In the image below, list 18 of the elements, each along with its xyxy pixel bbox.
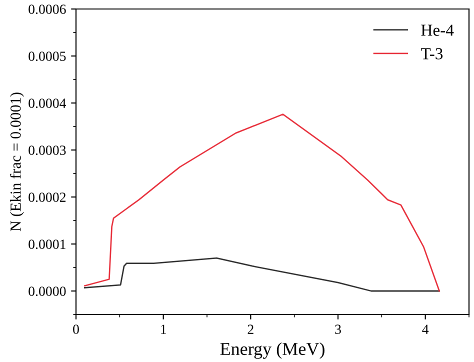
legend-label: T-3 <box>420 48 443 60</box>
y-tick-label: 0.0001 <box>28 240 66 250</box>
x-axis-title: Energy (MeV) <box>220 342 324 359</box>
y-tick-label: 0.0003 <box>28 146 66 156</box>
x-tick-label: 3 <box>335 324 341 334</box>
y-tick-label: 0.0005 <box>28 52 66 62</box>
x-tick-label: 4 <box>422 324 429 334</box>
y-tick-label: 0.0000 <box>28 286 66 296</box>
y-tick-label: 0.0004 <box>28 98 66 108</box>
y-tick-label: 0.0002 <box>28 192 66 202</box>
legend-label: He-4 <box>421 24 454 36</box>
y-axis-title: N (Ekin frac = 0.0001) <box>10 92 24 232</box>
x-tick-label: 1 <box>161 324 166 334</box>
x-tick-label: 0 <box>73 324 79 334</box>
line-series <box>84 257 440 292</box>
line-series <box>84 114 440 292</box>
y-tick-label: 0.0006 <box>28 4 66 14</box>
x-tick-label: 2 <box>248 324 254 334</box>
